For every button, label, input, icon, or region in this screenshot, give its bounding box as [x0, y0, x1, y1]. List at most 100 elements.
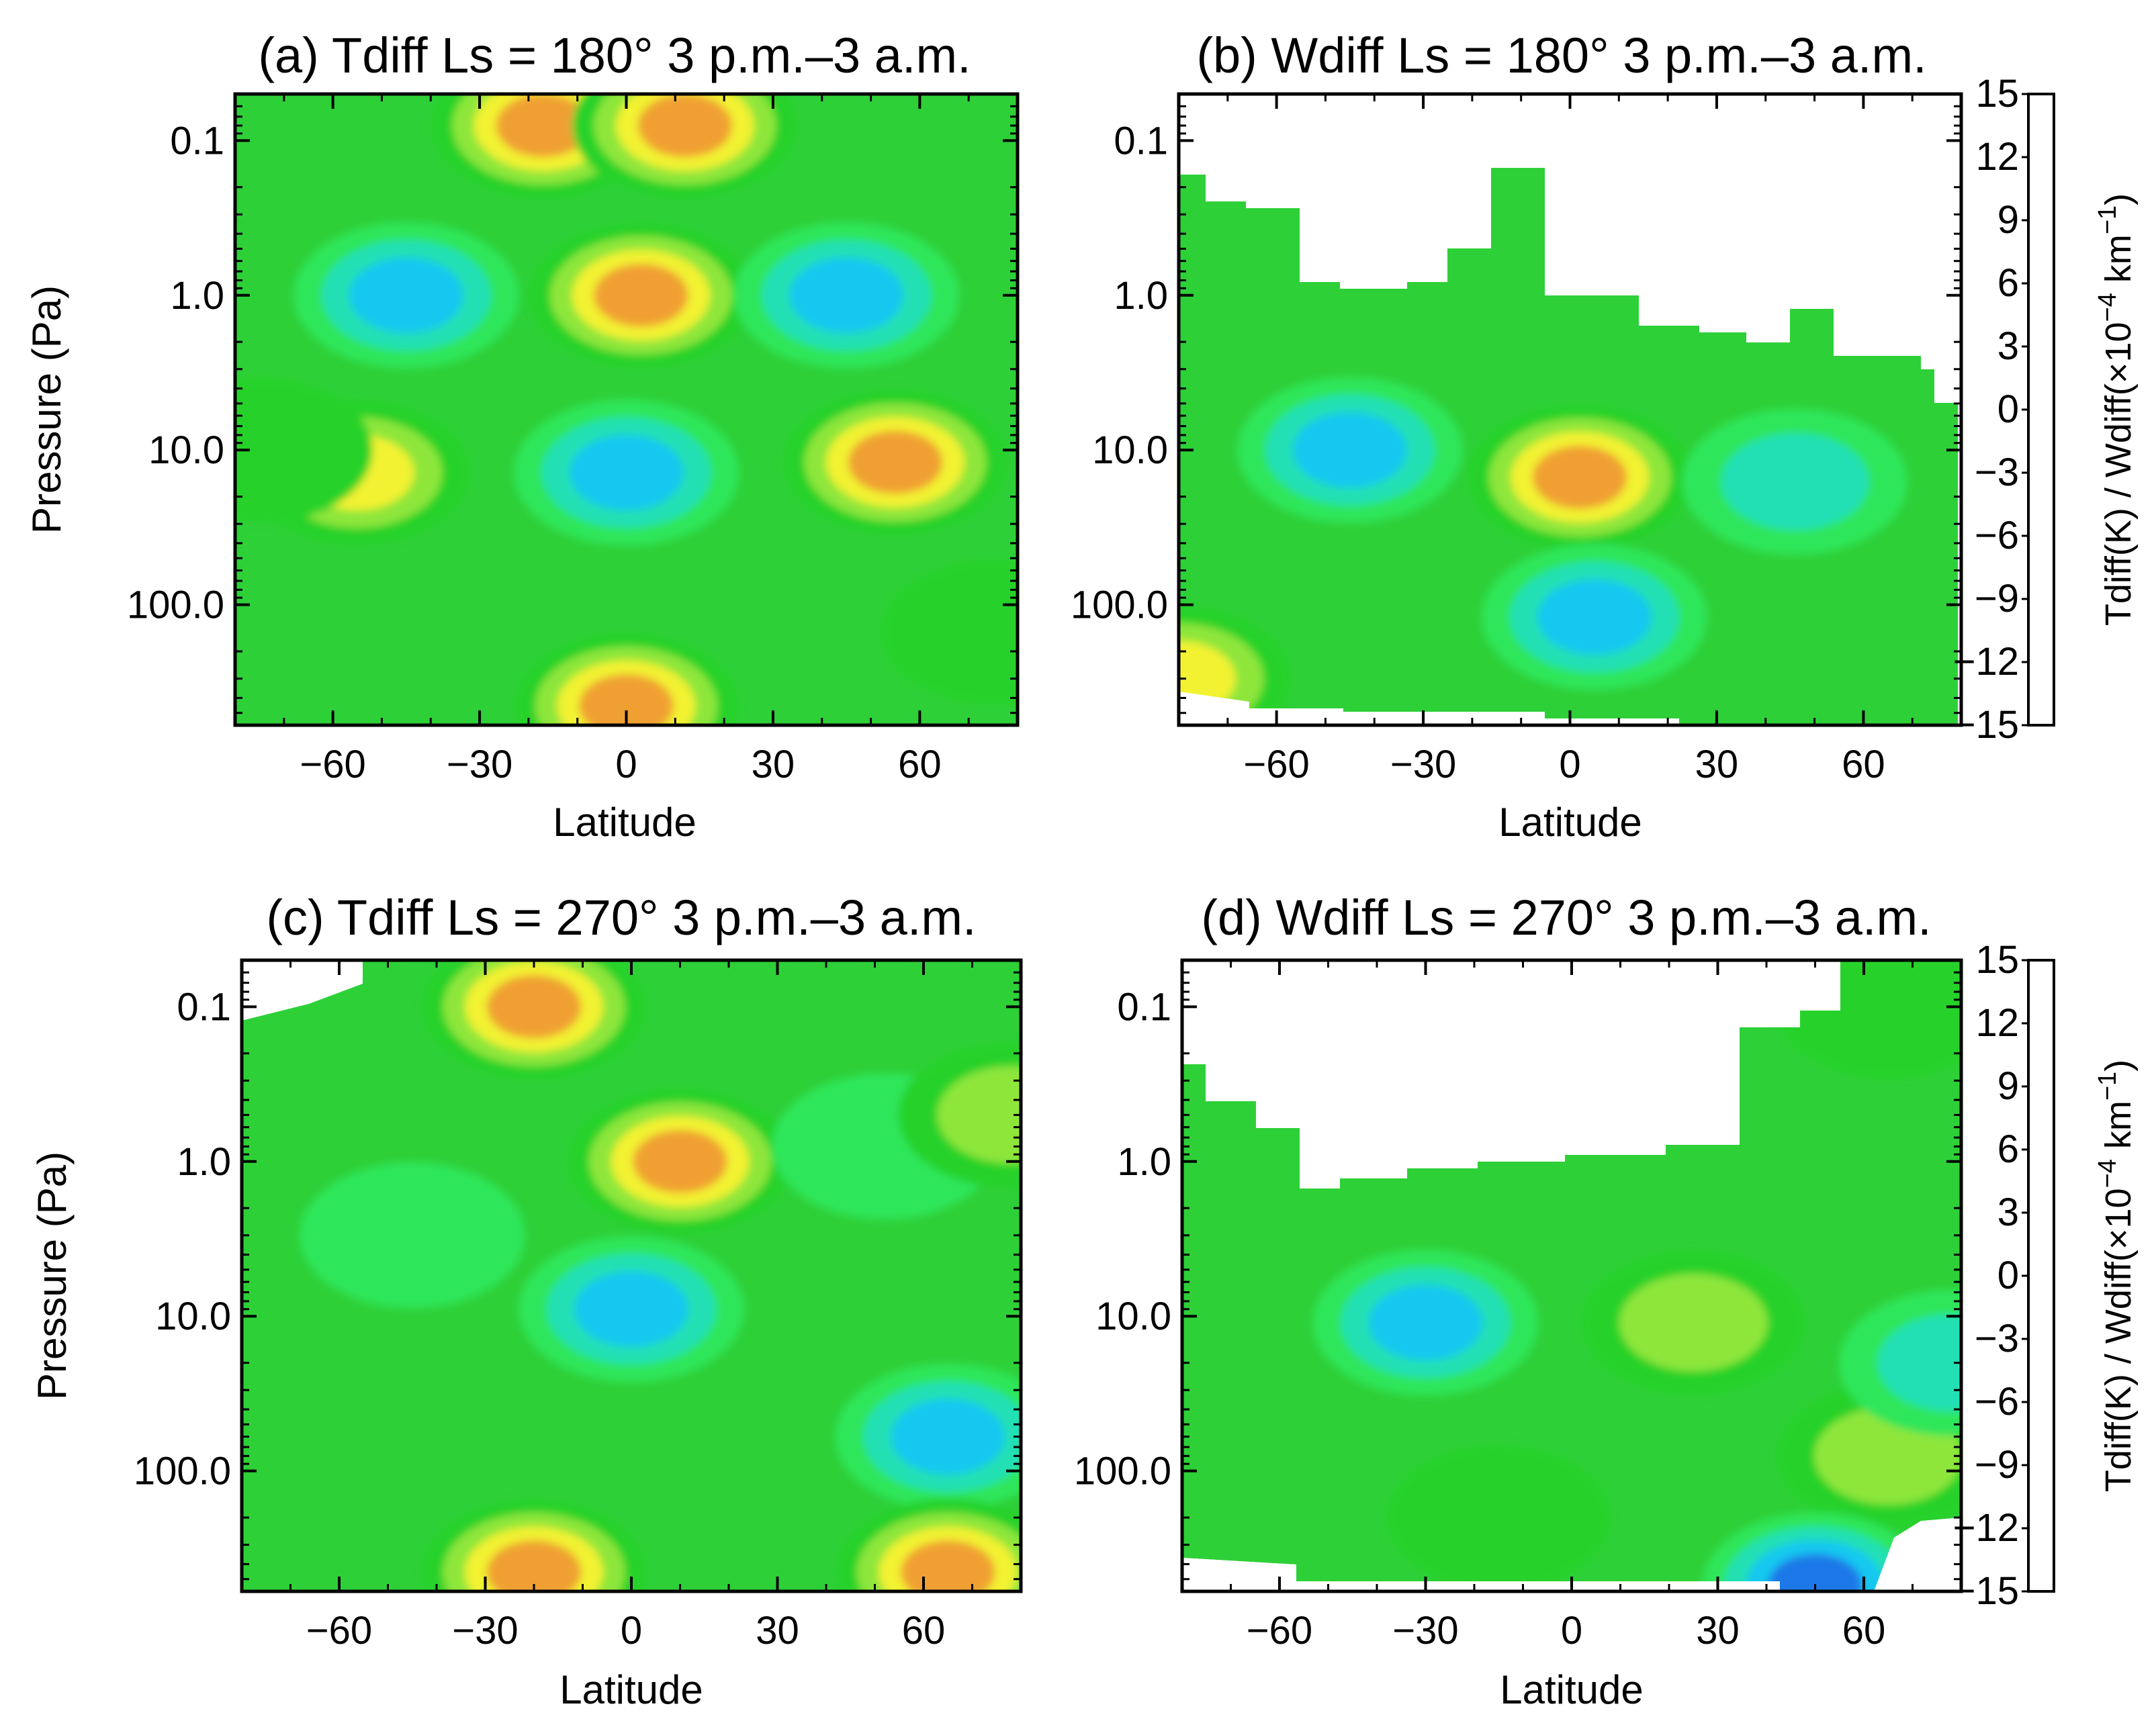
contour-feature [633, 1129, 727, 1193]
contour-feature [1532, 445, 1627, 509]
colorbar-tick-label: 15 [1975, 938, 2019, 982]
contour-feature [486, 975, 582, 1039]
x-tick-label: 0 [1559, 743, 1580, 786]
colorbar-tick-label: 12 [1975, 135, 2019, 179]
y-tick-label: 100.0 [134, 1450, 231, 1493]
panel-c-contours [299, 960, 1021, 1591]
y-tick-label: 1.0 [1114, 274, 1168, 318]
x-tick-label: 0 [1561, 1609, 1582, 1652]
colorbar-tick-label: −9 [1975, 1443, 2019, 1487]
panel-a: (a) Tdiff Ls = 180° 3 p.m.–3 a.m. −60 −30… [24, 28, 1020, 845]
contour-feature [1537, 579, 1652, 655]
x-tick-label: 60 [1842, 1609, 1886, 1652]
contour-feature [891, 1399, 1005, 1475]
colorbar-label-unit-exp: −1 [2094, 205, 2122, 234]
colorbar-top: −15 −12 −9 −6 −3 0 3 6 9 12 15 [1953, 72, 2055, 747]
y-tick-label: 1.0 [170, 274, 224, 318]
y-tick-label: 100.0 [127, 584, 224, 627]
x-tick-label: −60 [1243, 743, 1309, 786]
colorbar-tick-label: −9 [1975, 577, 2019, 620]
contour-feature [349, 257, 463, 333]
contour-feature [901, 1540, 995, 1591]
y-tick-label: 100.0 [1071, 584, 1168, 627]
colorbar-label-unit: km [2098, 234, 2139, 293]
colorbar-label-exp: −4 [2094, 293, 2122, 322]
y-tick-label: 10.0 [148, 428, 224, 472]
colorbar-tick-label: 12 [1975, 1001, 2019, 1045]
panel-d-xlabel: Latitude [1500, 1667, 1644, 1712]
panel-d-mask [1182, 960, 1961, 1591]
colorbar-label-unit-exp: −1 [2094, 1072, 2122, 1101]
colorbar-tick-label: −15 [1953, 1569, 2019, 1613]
contour-feature [937, 1066, 1021, 1164]
y-tick-label: 100.0 [1074, 1450, 1171, 1493]
contour-feature [569, 434, 684, 511]
panel-c: (c) Tdiff Ls = 270° 3 p.m.–3 a.m. −60 −30… [30, 890, 1023, 1712]
colorbar-tick-label: −15 [1953, 703, 2019, 747]
x-tick-label: 60 [898, 743, 942, 786]
contour-feature [579, 674, 674, 725]
panel-b: (b) Wdiff Ls = 180° 3 p.m.–3 a.m. −60 −30… [1071, 28, 1963, 845]
colorbar-tick-label: −12 [1953, 640, 2019, 684]
y-tick-label: 10.0 [1095, 1295, 1171, 1338]
contour-feature [235, 377, 373, 524]
contour-feature [1768, 1554, 1862, 1591]
x-tick-label: −60 [306, 1609, 372, 1652]
panel-b-title: (b) Wdiff Ls = 180° 3 p.m.–3 a.m. [1196, 28, 1926, 83]
y-tick-label: 1.0 [1117, 1140, 1171, 1184]
y-tick-label: 0.1 [1117, 985, 1171, 1029]
contour-feature [486, 1540, 582, 1591]
x-tick-label: −30 [447, 743, 512, 786]
contour-feature [594, 263, 688, 327]
panel-d-data-region [1182, 960, 1961, 1591]
colorbar-tick-label: −6 [1975, 514, 2019, 557]
contour-feature [299, 1162, 525, 1309]
colorbar-top-label: Tdiff(K) / Wdiff(×10−4 km−1) [2094, 193, 2139, 626]
colorbar-bottom: −15 −12 −9 −6 −3 0 3 6 9 12 15 [1953, 938, 2055, 1613]
contour-feature [1721, 432, 1869, 530]
colorbar-tick-label: 0 [1997, 387, 2019, 431]
y-tick-label: 0.1 [170, 119, 224, 162]
colorbar-label-unit: km [2098, 1101, 2139, 1159]
panel-c-xlabel: Latitude [559, 1667, 703, 1712]
colorbar-bottom-label: Tdiff(K) / Wdiff(×10−4 km−1) [2094, 1060, 2139, 1492]
contour-feature [574, 1271, 688, 1347]
colorbar-frame [2027, 93, 2055, 727]
colorbar-tick-label: 6 [1997, 261, 2019, 305]
contour-feature [1368, 1285, 1483, 1361]
x-tick-label: −60 [300, 743, 365, 786]
colorbar-tick-label: 3 [1997, 324, 2019, 368]
contour-feature [789, 257, 903, 333]
panel-b-field [1179, 94, 1961, 725]
y-tick-label: 1.0 [177, 1140, 231, 1184]
contour-feature [880, 559, 1018, 706]
panel-a-field [235, 94, 1018, 725]
colorbar-label-main: Tdiff(K) / Wdiff(×10 [2098, 1188, 2139, 1492]
panel-c-field [242, 960, 1021, 1591]
colorbar-tick-label: −3 [1975, 451, 2019, 494]
colorbar-tick-label: 6 [1997, 1127, 2019, 1171]
colorbar-tick-label: 9 [1997, 198, 2019, 242]
y-tick-label: 10.0 [155, 1295, 231, 1338]
panel-b-mask [1179, 94, 1961, 725]
colorbar-frame [2027, 959, 2055, 1593]
contour-feature [637, 94, 733, 157]
colorbar-tick-label: 15 [1975, 72, 2019, 115]
contour-feature [1386, 1444, 1612, 1591]
x-tick-label: 30 [756, 1609, 799, 1652]
x-tick-label: 60 [902, 1609, 946, 1652]
x-tick-label: 30 [1696, 1609, 1740, 1652]
x-tick-label: 60 [1842, 743, 1885, 786]
x-tick-label: 0 [615, 743, 637, 786]
x-tick-label: 30 [1695, 743, 1739, 786]
panel-a-contours [235, 94, 1018, 725]
colorbar-tick-label: −12 [1953, 1506, 2019, 1550]
panel-c-ylabel: Pressure (Pa) [30, 1152, 75, 1400]
panel-b-xlabel: Latitude [1498, 800, 1642, 845]
colorbar-tick-label: −3 [1975, 1317, 2019, 1360]
panel-d-field [1182, 960, 1961, 1591]
colorbar-label-exp: −4 [2094, 1159, 2122, 1188]
panel-c-title: (c) Tdiff Ls = 270° 3 p.m.–3 a.m. [266, 890, 976, 945]
colorbar-tick-label: 0 [1997, 1254, 2019, 1297]
contour-feature [1619, 1274, 1768, 1372]
